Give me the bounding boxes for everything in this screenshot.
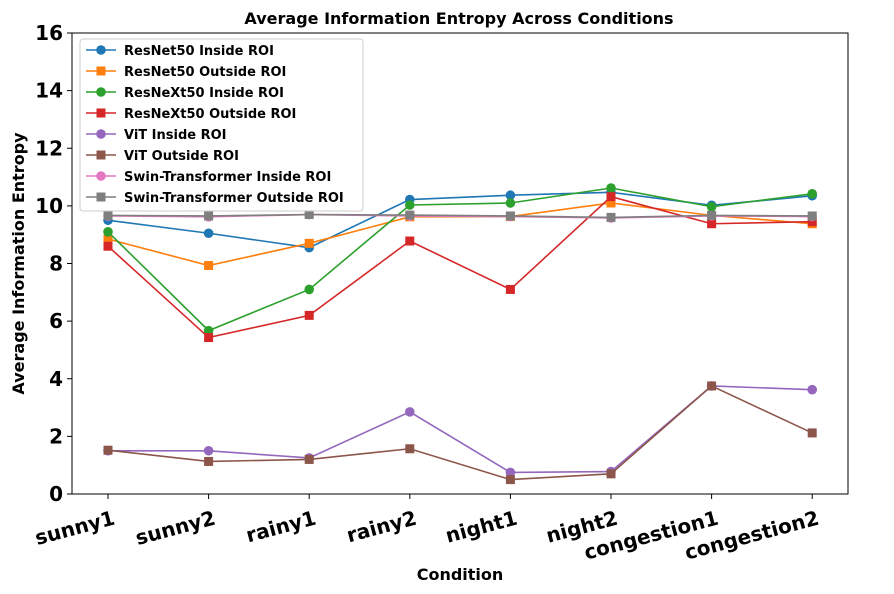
legend-marker <box>96 192 106 202</box>
data-point <box>707 210 717 220</box>
data-point <box>103 227 113 237</box>
data-point <box>807 384 817 395</box>
data-point <box>405 210 415 220</box>
legend-marker <box>96 171 106 181</box>
data-point <box>707 381 717 391</box>
data-point <box>505 211 515 221</box>
y-tick-label: 8 <box>49 252 63 276</box>
data-point <box>304 238 314 248</box>
plot-area <box>103 183 817 485</box>
series-line <box>107 385 813 481</box>
data-point <box>505 467 516 478</box>
data-point <box>405 236 415 246</box>
y-tick-label: 14 <box>35 79 63 103</box>
data-point <box>204 211 214 221</box>
series-2 <box>103 183 817 336</box>
data-point <box>103 234 113 244</box>
data-point <box>304 310 314 320</box>
data-point <box>103 445 113 455</box>
data-point <box>807 188 817 199</box>
series-line <box>107 213 813 219</box>
data-point <box>606 183 616 193</box>
y-tick-label: 0 <box>49 482 63 506</box>
legend-marker <box>96 150 106 160</box>
y-tick-label: 2 <box>49 424 63 448</box>
legend-marker <box>96 66 106 76</box>
y-axis-label: Average Information Entropy <box>9 132 28 395</box>
data-point <box>606 198 616 208</box>
x-tick-label: sunny2 <box>133 506 218 550</box>
data-point <box>203 445 214 456</box>
data-point <box>706 201 717 212</box>
legend-label: ViT Outside ROI <box>124 149 239 164</box>
data-point <box>807 217 817 227</box>
legend: ResNet50 Inside ROI ResNet50 Outside ROI R… <box>79 38 364 212</box>
series-line <box>107 195 813 339</box>
data-point <box>707 219 717 229</box>
data-point <box>304 454 314 464</box>
data-point <box>405 444 415 454</box>
legend-box <box>79 38 364 212</box>
legend-label: ResNet50 Inside ROI <box>124 44 274 59</box>
legend-item: ResNet50 Inside ROI <box>86 44 274 59</box>
data-point <box>606 212 616 222</box>
chart-title: Average Information Entropy Across Condi… <box>244 9 673 28</box>
legend-label: Swin-Transformer Inside ROI <box>124 170 331 185</box>
data-point <box>304 210 314 220</box>
data-point <box>505 284 515 294</box>
y-tick-label: 16 <box>35 21 63 45</box>
legend-label: ResNet50 Outside ROI <box>124 65 286 80</box>
legend-item: ViT Outside ROI <box>86 149 239 164</box>
data-point <box>505 190 516 201</box>
legend-marker <box>96 129 106 139</box>
legend-item: ResNet50 Outside ROI <box>86 65 286 80</box>
legend-marker <box>96 108 106 118</box>
series-3 <box>103 192 817 343</box>
legend-marker <box>96 45 106 55</box>
x-tick-label: sunny1 <box>32 506 117 550</box>
y-tick-label: 10 <box>35 194 63 218</box>
data-point <box>204 333 214 343</box>
data-point <box>203 325 214 336</box>
legend-item: ResNeXt50 Outside ROI <box>86 107 296 122</box>
x-tick-label: night1 <box>443 506 520 548</box>
legend-item: Swin-Transformer Inside ROI <box>86 170 331 185</box>
data-point <box>103 241 113 251</box>
data-point <box>405 200 415 210</box>
data-point <box>103 210 113 220</box>
data-point <box>405 407 415 417</box>
x-tick-label: rainy1 <box>243 506 318 548</box>
series-5 <box>103 381 817 485</box>
legend-marker <box>96 87 106 97</box>
legend-label: ViT Inside ROI <box>124 128 227 143</box>
data-point <box>304 284 315 295</box>
series-line <box>107 187 813 332</box>
series-line <box>108 385 813 474</box>
legend-label: Swin-Transformer Outside ROI <box>124 191 344 206</box>
data-point <box>204 261 214 271</box>
data-point <box>807 428 817 438</box>
legend-label: ResNeXt50 Inside ROI <box>124 86 284 101</box>
legend-label: ResNeXt50 Outside ROI <box>124 107 296 122</box>
series-7 <box>103 210 817 222</box>
y-tick-label: 4 <box>49 367 63 391</box>
x-axis: sunny1 sunny2 rainy1 rainy2 night1 night2cong… <box>32 494 821 565</box>
data-point <box>606 469 616 479</box>
y-tick-label: 12 <box>35 136 63 160</box>
data-point <box>606 192 616 202</box>
data-point <box>505 198 516 208</box>
y-tick-label: 6 <box>49 309 63 333</box>
data-point <box>203 228 214 239</box>
y-axis: 0 2 4 6 8 10 12 14 16 <box>35 21 72 506</box>
legend-item: ViT Inside ROI <box>86 128 227 143</box>
data-point <box>807 211 817 221</box>
legend-item: Swin-Transformer Outside ROI <box>86 191 344 206</box>
data-point <box>505 475 515 485</box>
data-point <box>204 456 214 466</box>
x-axis-label: Condition <box>417 565 504 584</box>
x-tick-label: rainy2 <box>344 506 419 548</box>
legend-item: ResNeXt50 Inside ROI <box>86 86 284 101</box>
